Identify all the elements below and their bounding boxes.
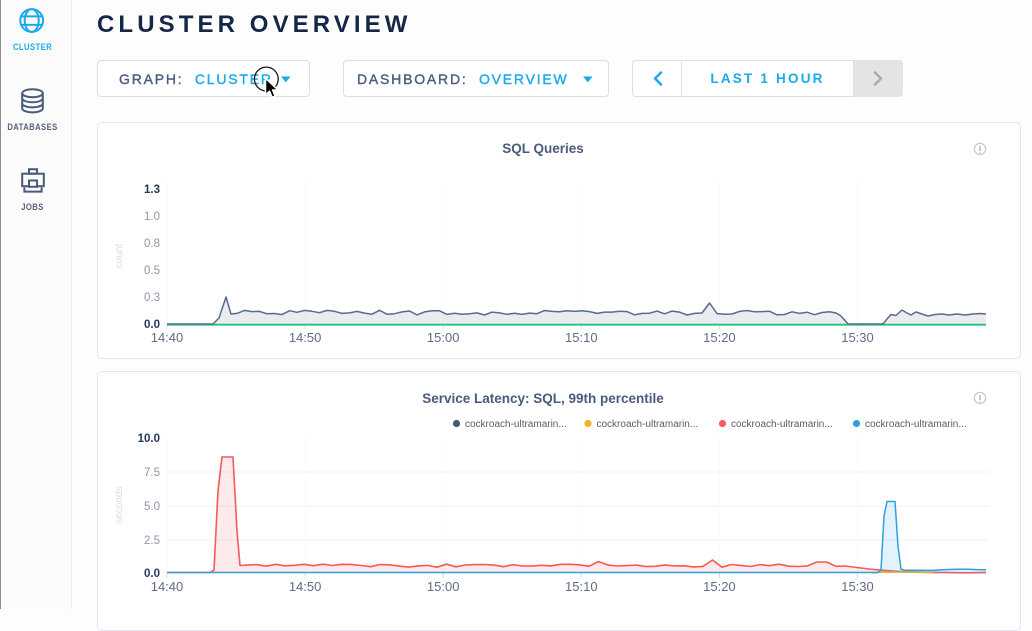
svg-text:2.5: 2.5	[144, 535, 160, 547]
svg-text:15:10: 15:10	[565, 330, 598, 345]
svg-text:cockroach-ultramarin...: cockroach-ultramarin...	[865, 419, 967, 430]
svg-text:count: count	[114, 244, 125, 269]
svg-text:15:00: 15:00	[427, 579, 460, 594]
svg-text:0.8: 0.8	[144, 238, 160, 250]
svg-text:Service Latency: SQL, 99th per: Service Latency: SQL, 99th percentile	[422, 391, 664, 406]
svg-text:15:30: 15:30	[841, 330, 874, 345]
svg-text:0.3: 0.3	[144, 292, 160, 304]
svg-text:7.5: 7.5	[144, 467, 160, 479]
svg-text:10.0: 10.0	[138, 433, 160, 445]
svg-text:14:40: 14:40	[151, 579, 184, 594]
svg-text:0.0: 0.0	[144, 319, 160, 331]
svg-text:0.5: 0.5	[144, 265, 160, 277]
svg-text:5.0: 5.0	[144, 501, 160, 513]
svg-text:15:00: 15:00	[427, 330, 460, 345]
svg-text:cockroach-ultramarin...: cockroach-ultramarin...	[465, 419, 567, 430]
svg-text:15:20: 15:20	[703, 330, 736, 345]
svg-text:1.3: 1.3	[144, 184, 160, 196]
svg-text:0.0: 0.0	[144, 568, 160, 580]
svg-text:cockroach-ultramarin...: cockroach-ultramarin...	[731, 419, 833, 430]
svg-text:14:50: 14:50	[289, 330, 322, 345]
svg-text:1.0: 1.0	[144, 211, 160, 223]
svg-text:15:10: 15:10	[565, 579, 598, 594]
svg-text:SQL Queries: SQL Queries	[502, 141, 584, 156]
svg-text:15:30: 15:30	[841, 579, 874, 594]
svg-text:cockroach-ultramarin...: cockroach-ultramarin...	[597, 419, 699, 430]
svg-text:15:20: 15:20	[703, 579, 736, 594]
svg-text:14:40: 14:40	[151, 330, 184, 345]
svg-text:14:50: 14:50	[289, 579, 322, 594]
svg-text:seconds: seconds	[114, 486, 125, 523]
